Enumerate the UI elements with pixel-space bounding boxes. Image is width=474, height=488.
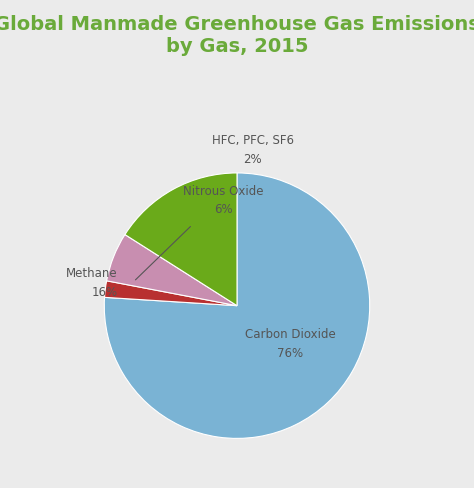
Wedge shape	[107, 235, 237, 306]
Text: 6%: 6%	[214, 203, 233, 216]
Wedge shape	[104, 174, 370, 439]
Text: 76%: 76%	[277, 346, 303, 359]
Text: Methane: Methane	[66, 266, 118, 280]
Wedge shape	[105, 281, 237, 306]
Text: 2%: 2%	[244, 153, 262, 165]
Text: Carbon Dioxide: Carbon Dioxide	[245, 327, 336, 340]
Text: Nitrous Oxide: Nitrous Oxide	[183, 184, 264, 197]
Wedge shape	[125, 174, 237, 306]
Text: 16%: 16%	[91, 285, 118, 298]
Text: HFC, PFC, SF6: HFC, PFC, SF6	[212, 134, 294, 147]
Text: Global Manmade Greenhouse Gas Emissions
by Gas, 2015: Global Manmade Greenhouse Gas Emissions …	[0, 15, 474, 56]
